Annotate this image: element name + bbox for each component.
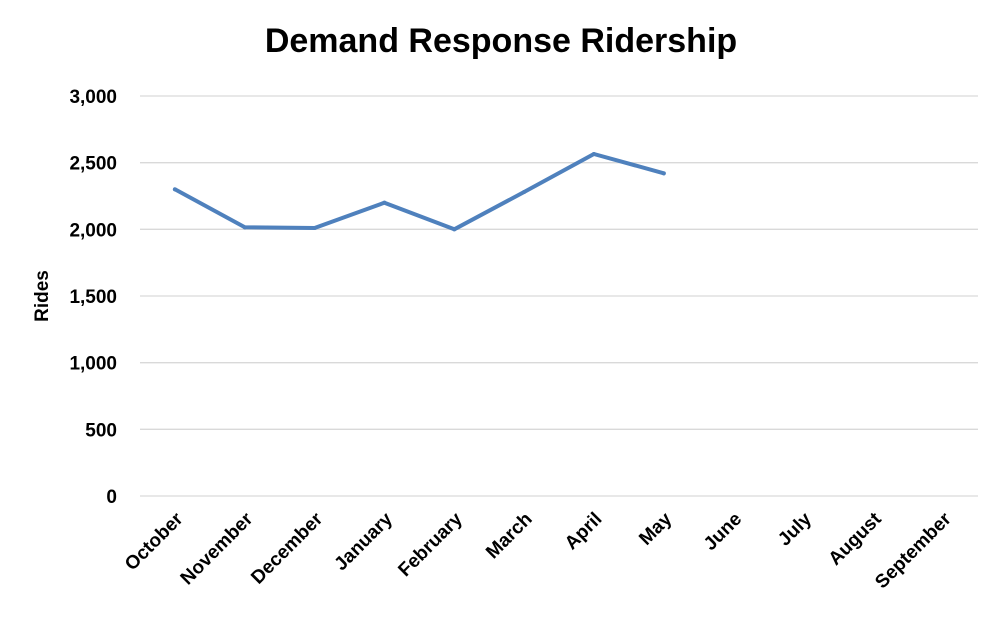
data-point	[242, 225, 247, 230]
x-tick-label: March	[482, 509, 536, 563]
x-tick-label: January	[331, 508, 398, 575]
x-tick-label: June	[700, 509, 746, 555]
y-tick-label: 0	[106, 487, 117, 508]
y-axis-ticks: 0 500 1,000 1,500 2,000 2,500 3,000	[69, 87, 117, 508]
x-tick-label: May	[635, 508, 676, 549]
y-tick-label: 3,000	[69, 87, 117, 108]
y-tick-label: 1,500	[69, 287, 117, 308]
x-tick-label: July	[774, 508, 816, 550]
x-tick-label: December	[247, 508, 327, 588]
y-tick-label: 500	[85, 420, 117, 441]
series	[172, 152, 666, 232]
data-point	[452, 227, 457, 232]
gridlines	[140, 95, 978, 497]
data-point	[661, 171, 666, 176]
series-line	[172, 152, 666, 232]
y-tick-label: 2,500	[69, 154, 117, 175]
x-tick-label: November	[177, 508, 258, 589]
y-axis-label: Rides	[32, 270, 53, 322]
x-tick-label: August	[825, 508, 887, 570]
data-point	[591, 152, 596, 156]
y-tick-label: 2,000	[69, 220, 117, 241]
x-tick-label: April	[561, 509, 606, 554]
data-point	[172, 187, 177, 192]
chart-title: Demand Response Ridership	[265, 22, 737, 60]
x-tick-label: September	[871, 508, 956, 593]
data-point	[312, 226, 317, 230]
x-tick-label: February	[394, 508, 467, 581]
data-point	[382, 200, 387, 205]
x-tick-label: October	[121, 508, 188, 575]
data-point	[522, 190, 527, 194]
y-tick-label: 1,000	[69, 354, 117, 375]
